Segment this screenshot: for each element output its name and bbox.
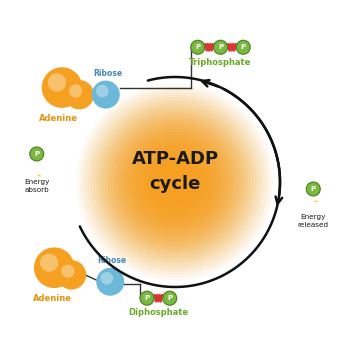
Circle shape bbox=[91, 98, 259, 266]
Text: P: P bbox=[241, 44, 246, 50]
Text: Ribose: Ribose bbox=[93, 69, 122, 78]
Circle shape bbox=[163, 291, 177, 305]
Circle shape bbox=[153, 160, 197, 204]
Circle shape bbox=[173, 180, 177, 184]
Circle shape bbox=[105, 112, 245, 252]
Text: Ribose: Ribose bbox=[97, 256, 127, 265]
Circle shape bbox=[92, 80, 120, 108]
Circle shape bbox=[119, 126, 231, 238]
Circle shape bbox=[85, 92, 265, 272]
Circle shape bbox=[122, 129, 228, 235]
Text: ATP-ADP
cycle: ATP-ADP cycle bbox=[132, 150, 218, 193]
Circle shape bbox=[148, 155, 202, 209]
Circle shape bbox=[34, 247, 75, 288]
Circle shape bbox=[103, 110, 247, 254]
Circle shape bbox=[64, 80, 94, 109]
Text: Diphosphate: Diphosphate bbox=[128, 308, 188, 317]
Text: Energy
released: Energy released bbox=[298, 214, 329, 228]
Circle shape bbox=[117, 124, 233, 240]
Circle shape bbox=[100, 107, 250, 257]
Text: Adenine: Adenine bbox=[33, 294, 72, 303]
Circle shape bbox=[136, 144, 214, 220]
Circle shape bbox=[145, 152, 205, 212]
Circle shape bbox=[191, 40, 205, 54]
Text: P: P bbox=[311, 186, 316, 192]
Circle shape bbox=[57, 260, 86, 289]
Text: P: P bbox=[195, 44, 200, 50]
Circle shape bbox=[128, 135, 222, 229]
Circle shape bbox=[125, 132, 225, 232]
Circle shape bbox=[40, 253, 58, 272]
Circle shape bbox=[111, 118, 239, 246]
Polygon shape bbox=[311, 194, 320, 209]
Circle shape bbox=[150, 158, 200, 206]
Circle shape bbox=[61, 265, 75, 278]
Circle shape bbox=[83, 90, 267, 274]
Text: Triphosphate: Triphosphate bbox=[189, 58, 252, 67]
Circle shape bbox=[142, 149, 208, 215]
Circle shape bbox=[88, 95, 262, 269]
Circle shape bbox=[134, 141, 216, 223]
Circle shape bbox=[156, 163, 194, 201]
Circle shape bbox=[96, 85, 108, 97]
Circle shape bbox=[97, 104, 253, 260]
Circle shape bbox=[94, 101, 256, 263]
Circle shape bbox=[165, 172, 185, 192]
Circle shape bbox=[140, 291, 154, 305]
Text: P: P bbox=[218, 44, 223, 50]
Text: Adenine: Adenine bbox=[39, 114, 78, 123]
Circle shape bbox=[170, 177, 180, 187]
Circle shape bbox=[131, 138, 219, 226]
Circle shape bbox=[96, 268, 124, 296]
Circle shape bbox=[236, 40, 250, 54]
Circle shape bbox=[214, 40, 228, 54]
Polygon shape bbox=[34, 168, 43, 183]
Circle shape bbox=[168, 175, 182, 189]
Text: Energy
absorb: Energy absorb bbox=[24, 179, 49, 193]
Text: P: P bbox=[34, 151, 39, 157]
Circle shape bbox=[159, 166, 191, 198]
Circle shape bbox=[306, 182, 320, 196]
Circle shape bbox=[162, 169, 188, 195]
Circle shape bbox=[42, 67, 82, 108]
Circle shape bbox=[114, 121, 236, 243]
Text: P: P bbox=[167, 295, 172, 301]
Text: P: P bbox=[145, 295, 149, 301]
Circle shape bbox=[48, 74, 66, 92]
Circle shape bbox=[100, 272, 113, 285]
Circle shape bbox=[139, 146, 211, 218]
Circle shape bbox=[108, 115, 242, 249]
Circle shape bbox=[30, 147, 44, 161]
Circle shape bbox=[69, 84, 82, 98]
